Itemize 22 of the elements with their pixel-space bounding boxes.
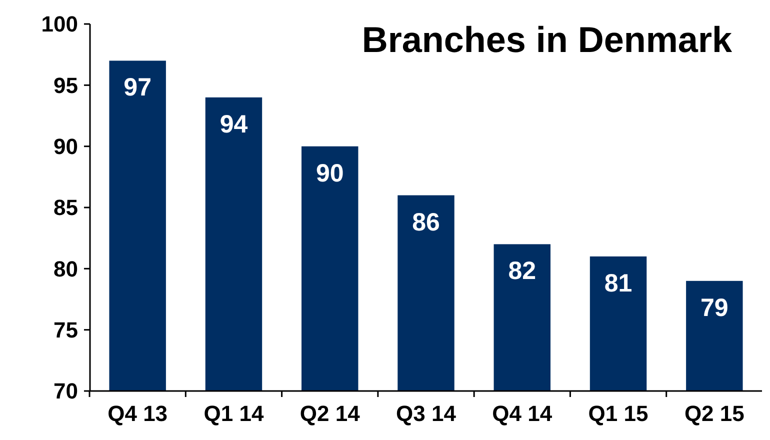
data-label: 81	[604, 269, 632, 298]
y-tick-label: 85	[54, 195, 78, 220]
y-tick-label: 75	[54, 318, 78, 343]
data-label: 94	[220, 110, 248, 138]
x-tick-label: Q2 14	[300, 401, 361, 426]
data-label: 86	[412, 208, 440, 236]
y-tick-label: 95	[54, 72, 78, 98]
x-tick-label: Q3 14	[396, 401, 457, 426]
x-tick-label: Q1 15	[588, 401, 648, 426]
data-label: 97	[124, 74, 152, 102]
y-tick-label: 90	[54, 134, 78, 160]
x-tick-label: Q4 13	[108, 401, 168, 426]
data-label: 90	[316, 159, 344, 188]
data-label: 82	[508, 257, 536, 286]
data-label: 79	[700, 294, 728, 322]
x-tick-label: Q2 15	[684, 401, 744, 426]
y-tick-label: 100	[41, 12, 78, 37]
y-tick-label: 70	[54, 378, 78, 404]
y-tick-label: 80	[54, 256, 78, 282]
chart-title: Branches in Denmark	[362, 19, 733, 60]
x-tick-label: Q1 14	[204, 401, 264, 426]
x-tick-label: Q4 14	[492, 401, 553, 426]
